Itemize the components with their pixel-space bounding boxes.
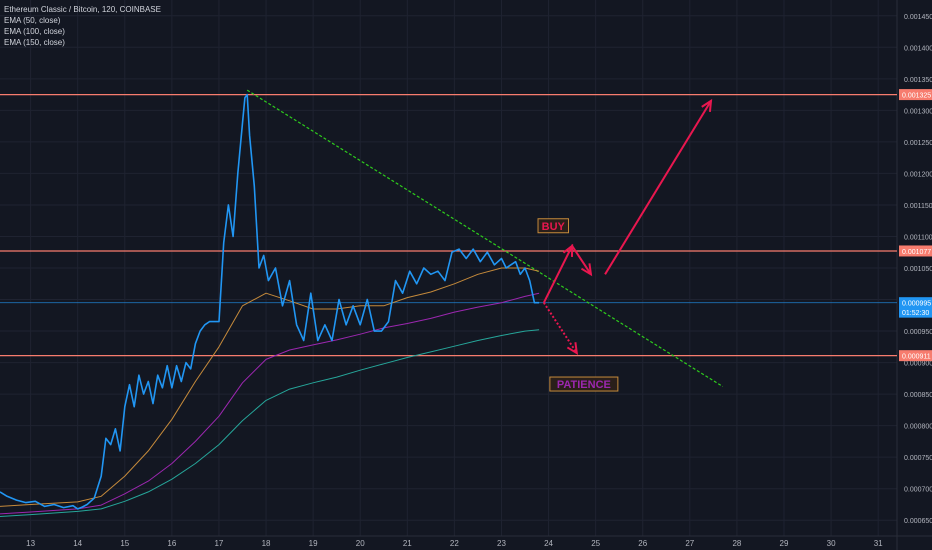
- price-tick-label: 0.000900: [904, 361, 932, 368]
- price-level-tag[interactable]: [899, 89, 932, 101]
- projection-arrow[interactable]: [604, 100, 712, 275]
- time-tick-label: 14: [73, 539, 82, 548]
- price-tick-label: 0.001150: [904, 203, 932, 210]
- time-tick-label: 26: [638, 539, 647, 548]
- price-level-label: 01:52:30: [902, 310, 929, 317]
- time-tick-label: 19: [309, 539, 318, 548]
- price-level-tag[interactable]: [899, 306, 932, 318]
- patience-annotation-box: [549, 376, 619, 392]
- price-tick-label: 0.001100: [904, 234, 932, 241]
- price-level-tag[interactable]: [899, 245, 932, 257]
- price-level-label: 0.000995: [902, 301, 931, 308]
- time-tick-label: 20: [356, 539, 365, 548]
- chart-title: Ethereum Classic / Bitcoin, 120, COINBAS…: [4, 5, 161, 14]
- time-tick-label: 31: [874, 539, 883, 548]
- price-tick-label: 0.001300: [904, 108, 932, 115]
- price-level-label: 0.001325: [902, 93, 931, 100]
- arrow-head: [701, 98, 713, 112]
- indicator-ema50-label[interactable]: EMA (50, close): [4, 16, 61, 25]
- time-tick-label: 25: [591, 539, 600, 548]
- price-level-tag[interactable]: [899, 350, 932, 362]
- time-tick-label: 16: [167, 539, 176, 548]
- price-tick-label: 0.000950: [904, 329, 932, 336]
- chart-legend: Ethereum Classic / Bitcoin, 120, COINBAS…: [4, 4, 161, 48]
- price-level-tag[interactable]: [899, 297, 932, 309]
- arrow-head: [566, 342, 579, 356]
- time-tick-label: 13: [26, 539, 35, 548]
- time-tick-label: 29: [780, 539, 789, 548]
- price-tick-label: 0.000850: [904, 392, 932, 399]
- indicator-ema150-label[interactable]: EMA (150, close): [4, 38, 65, 47]
- time-tick-label: 27: [685, 539, 694, 548]
- time-tick-label: 30: [827, 539, 836, 548]
- price-level-label: 0.001077: [902, 249, 931, 256]
- time-tick-label: 28: [732, 539, 741, 548]
- price-tick-label: 0.001250: [904, 140, 932, 147]
- arrow-head: [562, 243, 574, 257]
- indicator-ema100-label[interactable]: EMA (100, close): [4, 27, 65, 36]
- price-tick-label: 0.001050: [904, 266, 932, 273]
- price-tick-label: 0.001450: [904, 14, 932, 21]
- price-tick-label: 0.001400: [904, 45, 932, 52]
- price-line[interactable]: [0, 93, 540, 510]
- price-tick-label: 0.001350: [904, 77, 932, 84]
- price-tick-label: 0.000800: [904, 424, 932, 431]
- buy-annotation-box: [537, 218, 570, 234]
- ema50-line[interactable]: [0, 267, 540, 507]
- buy-annotation-label: BUY: [542, 221, 566, 233]
- price-tick-label: 0.000650: [904, 518, 932, 525]
- time-tick-label: 15: [120, 539, 129, 548]
- price-tick-label: 0.000700: [904, 487, 932, 494]
- descending-trendline[interactable]: [246, 89, 724, 388]
- time-tick-label: 18: [262, 539, 271, 548]
- ema150-line[interactable]: [0, 329, 540, 517]
- price-tick-label: 0.001200: [904, 171, 932, 178]
- time-tick-label: 21: [403, 539, 412, 548]
- time-tick-label: 23: [497, 539, 506, 548]
- price-level-label: 0.000911: [902, 354, 931, 361]
- patience-annotation-label: PATIENCE: [557, 379, 611, 391]
- price-tick-label: 0.000750: [904, 455, 932, 462]
- time-tick-label: 17: [214, 539, 223, 548]
- ema100-line[interactable]: [0, 292, 540, 515]
- time-tick-label: 24: [544, 539, 553, 548]
- time-tick-label: 22: [450, 539, 459, 548]
- arrow-head: [580, 263, 593, 277]
